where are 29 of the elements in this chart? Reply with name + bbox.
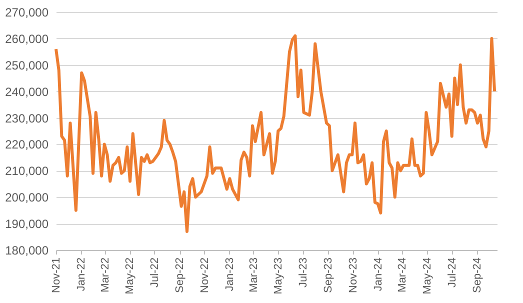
x-tick-label: Sep-22 — [174, 258, 186, 293]
x-tick-label: Mar-24 — [396, 258, 409, 292]
x-tick-label: Sep-24 — [472, 258, 484, 293]
y-tick-label: 250,000 — [5, 58, 49, 72]
x-tick-label: Jul-23 — [297, 258, 310, 288]
y-tick-label: 220,000 — [5, 138, 49, 152]
y-tick-label: 190,000 — [5, 217, 49, 232]
y-tick-label: 230,000 — [5, 111, 49, 126]
x-tick-label: Nov-22 — [198, 258, 211, 293]
y-tick-label: 210,000 — [5, 164, 49, 178]
x-tick-label: Sep-23 — [322, 258, 335, 293]
y-tick-label: 200,000 — [5, 190, 49, 205]
x-tick-label: Nov-21 — [50, 258, 62, 293]
x-tick-label: Jan-24 — [372, 258, 384, 292]
x-tick-label: May-23 — [272, 258, 285, 294]
x-tick-label: Jul-22 — [148, 258, 161, 288]
x-tick-label: Jan-22 — [75, 258, 88, 292]
y-tick-label: 270,000 — [5, 6, 49, 20]
y-tick-label: 180,000 — [5, 244, 49, 258]
x-tick-label: Mar-23 — [248, 258, 260, 292]
x-tick-label: May-22 — [124, 258, 136, 294]
x-tick-label: Jan-23 — [224, 258, 236, 292]
x-tick-label: May-24 — [422, 258, 434, 294]
y-tick-label: 260,000 — [5, 32, 49, 46]
x-tick-label: Nov-23 — [347, 258, 360, 293]
x-tick-label: Jul-24 — [446, 258, 458, 288]
x-tick-label: Mar-22 — [99, 258, 112, 292]
line-series — [54, 34, 496, 233]
y-tick-label: 240,000 — [5, 84, 49, 99]
